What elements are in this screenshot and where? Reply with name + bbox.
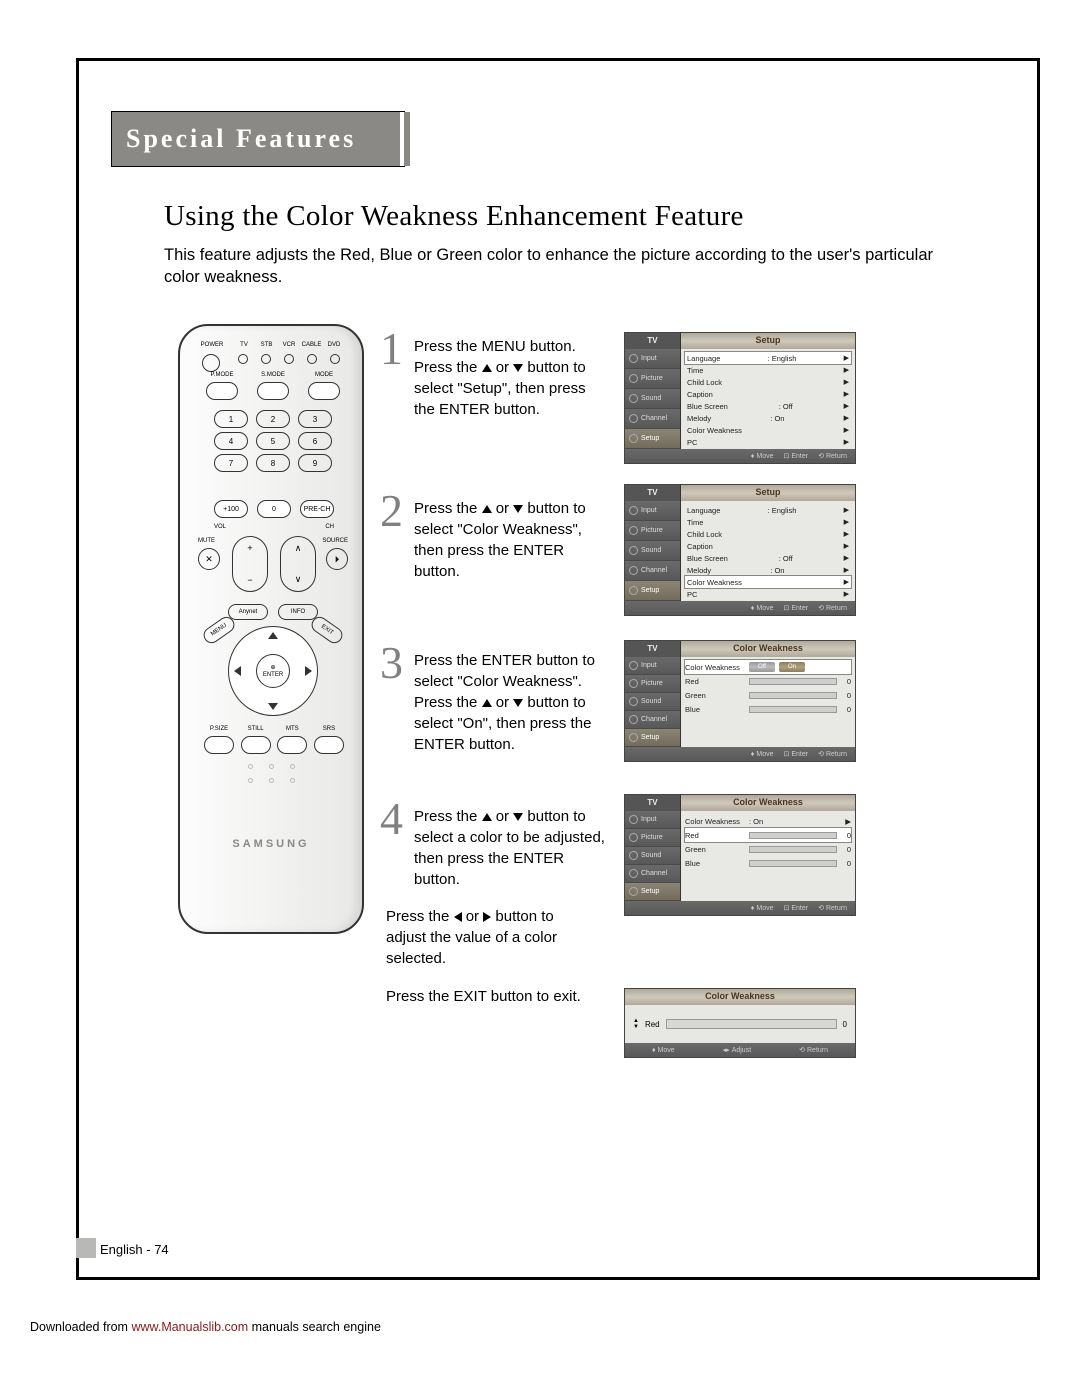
dot-grid <box>248 764 298 786</box>
brand-label: SAMSUNG <box>180 838 362 850</box>
download-attribution: Downloaded from www.Manualslib.com manua… <box>30 1320 381 1334</box>
osd-screenshot-3: TVColor Weakness Input Picture Sound Cha… <box>624 640 856 762</box>
mute-source-buttons: ✕⏵ <box>198 548 348 570</box>
step-text: Press the ENTER button to select "Color … <box>414 650 606 755</box>
osd5-body: ▲▼ Red 0 <box>625 1005 855 1043</box>
top-mode-labels: P.MODES.MODEMODE <box>206 372 340 378</box>
info-button: INFO <box>278 604 318 620</box>
device-mode-labels: TVSTBVCRCABLEDVD <box>234 342 344 348</box>
section-header-tab: Special Features <box>112 112 404 166</box>
osd-footer: ♦ Move⊡ Enter⟲ Return <box>625 449 855 463</box>
page-title: Using the Color Weakness Enhancement Fea… <box>164 200 744 233</box>
step-4-extra-a: Press the or button to adjust the value … <box>386 906 606 969</box>
intro-text: This feature adjusts the Red, Blue or Gr… <box>164 244 964 289</box>
page-footer-tab <box>76 1238 96 1258</box>
osd-screenshot-4: TVColor Weakness Input Picture Sound Cha… <box>624 794 856 916</box>
bottom-num-row: +1000PRE-CH <box>214 500 334 518</box>
dpad: ⊕ENTER <box>228 626 318 716</box>
channel-rocker: ∧∨ <box>280 536 316 592</box>
osd-screenshot-2: TVSetup Input Picture Sound Channel Setu… <box>624 484 856 616</box>
mute-source-labels: MUTESOURCE <box>198 538 348 544</box>
bottom-row-labels: P.SIZESTILLMTSSRS <box>204 726 344 732</box>
vol-ch-labels: VOLCH <box>214 524 334 530</box>
step-number: 1 <box>380 322 403 375</box>
step-number: 4 <box>380 792 403 845</box>
top-mode-buttons <box>206 382 340 400</box>
step-1: 1 Press the MENU button. Press the or bu… <box>386 336 606 420</box>
step-3: 3 Press the ENTER button to select "Colo… <box>386 650 606 755</box>
volume-rocker: +− <box>232 536 268 592</box>
power-label: POWER <box>197 342 227 348</box>
step-text: Press the or button to select a color to… <box>414 806 608 890</box>
enter-button: ⊕ENTER <box>256 654 290 688</box>
step-text: Press the MENU button. Press the or butt… <box>414 336 606 420</box>
osd-screenshot-5: Color Weakness ▲▼ Red 0 ♦ Move◂▸ Adjust⟲… <box>624 988 856 1058</box>
step-number: 3 <box>380 636 403 689</box>
osd-sidebar: Input Picture Sound Channel Setup <box>625 349 681 449</box>
remote-illustration: POWER TVSTBVCRCABLEDVD P.MODES.MODEMODE … <box>178 324 364 934</box>
number-pad: 123 456 789 <box>214 410 334 472</box>
step-2: 2 Press the or button to select "Color W… <box>386 498 606 582</box>
step-text: Press the or button to select "Color Wea… <box>414 498 606 582</box>
step-4-extra-b: Press the EXIT button to exit. <box>386 986 606 1007</box>
device-mode-leds <box>238 354 340 364</box>
manualslib-link[interactable]: www.Manualslib.com <box>131 1320 248 1334</box>
osd-screenshot-1: TVSetup Input Picture Sound Channel Setu… <box>624 332 856 464</box>
osd-content: Language: English▶ Time▶ Child Lock▶ Cap… <box>681 349 855 449</box>
step-4: 4 Press the or button to select a color … <box>386 806 608 890</box>
anynet-button: Anynet <box>228 604 268 620</box>
bottom-row-buttons <box>204 736 344 754</box>
step-number: 2 <box>380 484 403 537</box>
page-footer: English - 74 <box>100 1242 169 1257</box>
power-button-icon <box>202 354 220 372</box>
